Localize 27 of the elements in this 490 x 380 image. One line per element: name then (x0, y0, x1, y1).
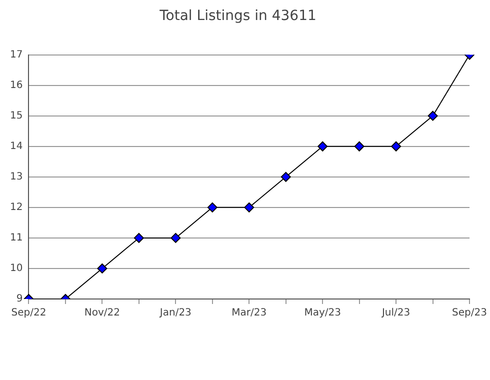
y-tick-label: 14 (10, 140, 23, 152)
point (134, 232, 144, 243)
chart-title: Total Listings in 43611 (158, 8, 316, 24)
y-tick-label: 11 (10, 232, 23, 244)
x-tick-label: Mar/23 (232, 308, 267, 319)
point (354, 141, 364, 152)
x-tick-label: Jan/23 (158, 308, 192, 319)
y-tick-label: 10 (10, 263, 23, 274)
y-tick-label: 9 (16, 294, 23, 305)
point (244, 202, 254, 212)
y-tick-label: 16 (10, 80, 23, 91)
x-tick-label: Sep/23 (452, 308, 488, 319)
point (207, 202, 218, 212)
x-tick-label: Sep/22 (11, 308, 46, 319)
y-tick-label: 17 (10, 49, 23, 60)
point (97, 263, 108, 274)
y-tick-label: 13 (10, 171, 23, 182)
x-tick-label: May/23 (304, 308, 341, 319)
y-tick-label: 12 (10, 202, 23, 214)
x-tick-label: Nov/22 (84, 308, 120, 319)
point (391, 141, 402, 152)
point (318, 141, 328, 152)
point (280, 172, 291, 182)
y-tick-label: 15 (10, 110, 23, 122)
point (428, 110, 438, 121)
point (170, 232, 181, 243)
x-tick-label: Jul/23 (380, 308, 410, 319)
